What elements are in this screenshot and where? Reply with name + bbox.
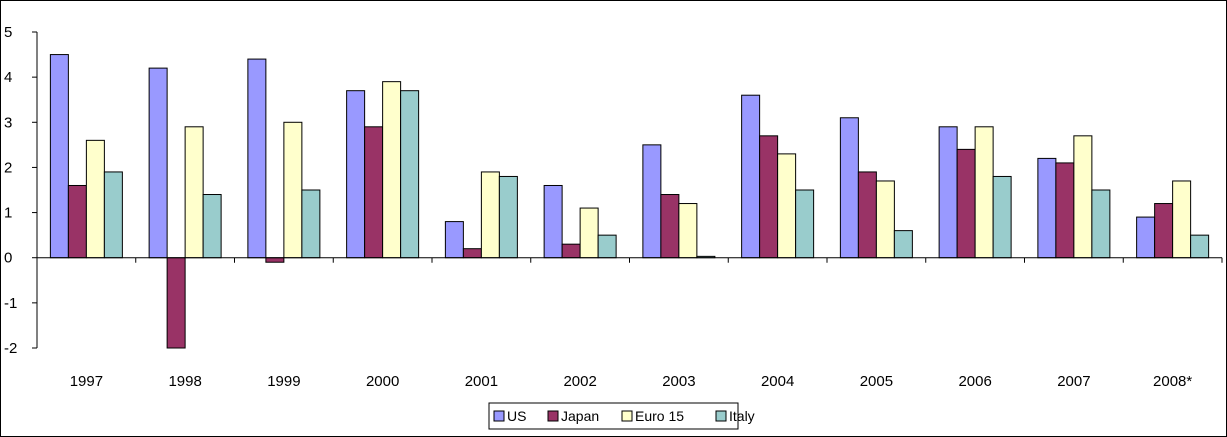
bar-italy-2002 — [597, 234, 617, 259]
bar-euro-15-1997 — [85, 139, 105, 259]
bar-us-2002 — [543, 184, 563, 259]
bar-italy-2004 — [795, 189, 815, 259]
x-tick-label: 2007 — [1057, 373, 1090, 390]
bar-euro-15-2007 — [1073, 135, 1093, 259]
bar-japan-2008 — [1154, 203, 1174, 259]
y-tick-label: 2 — [4, 159, 12, 176]
x-tick-label: 2000 — [366, 373, 399, 390]
bar-italy-2007 — [1091, 189, 1111, 259]
bar-italy-2006 — [992, 175, 1012, 259]
bar-euro-15-2005 — [875, 180, 895, 259]
y-tick-label: -1 — [4, 295, 17, 312]
x-tick-label: 2008* — [1153, 373, 1192, 390]
bar-japan-1999 — [265, 257, 285, 263]
bar-us-2004 — [741, 94, 761, 259]
y-tick-label: 0 — [4, 250, 12, 267]
bar-euro-15-2006 — [974, 126, 994, 259]
bar-us-1998 — [148, 67, 168, 259]
legend-label-us: US — [507, 408, 526, 424]
x-tick-label: 2001 — [465, 373, 498, 390]
legend-label-italy: Italy — [729, 408, 755, 424]
bar-euro-15-2008 — [1172, 180, 1192, 259]
bar-italy-1999 — [301, 189, 321, 259]
bar-italy-2001 — [498, 175, 518, 259]
bar-japan-2007 — [1055, 162, 1075, 259]
legend-label-japan: Japan — [561, 408, 599, 424]
bar-italy-2008 — [1190, 234, 1210, 259]
bar-italy-2005 — [893, 230, 913, 259]
legend-swatch-japan — [547, 410, 559, 422]
bar-euro-15-2000 — [382, 81, 402, 259]
x-tick-label: 1999 — [267, 373, 300, 390]
bar-italy-1997 — [103, 171, 123, 259]
bar-us-2005 — [839, 117, 859, 259]
y-tick-label: 1 — [4, 205, 12, 222]
bar-us-2003 — [642, 144, 662, 259]
bar-us-1999 — [247, 58, 267, 259]
legend-box — [488, 402, 739, 430]
bar-japan-2000 — [364, 126, 384, 259]
bar-italy-2000 — [400, 90, 420, 259]
y-tick-label: 5 — [4, 24, 12, 41]
bar-us-1997 — [49, 54, 69, 259]
y-tick-label: 3 — [4, 114, 12, 131]
bar-us-2001 — [444, 221, 464, 259]
bar-japan-1998 — [166, 257, 186, 349]
bar-us-2007 — [1037, 157, 1057, 259]
legend-swatch-euro-15 — [621, 410, 633, 422]
legend-swatch-us — [493, 410, 505, 422]
x-tick-label: 1998 — [168, 373, 201, 390]
bar-euro-15-2002 — [579, 207, 599, 259]
x-tick-label: 1997 — [70, 373, 103, 390]
x-tick-label: 2004 — [761, 373, 794, 390]
bar-euro-15-2001 — [480, 171, 500, 259]
bar-japan-2005 — [857, 171, 877, 259]
bar-euro-15-2004 — [777, 153, 797, 259]
bar-japan-2002 — [561, 243, 581, 259]
bar-euro-15-2003 — [678, 203, 698, 259]
legend-label-euro-15: Euro 15 — [635, 408, 684, 424]
x-tick-label: 2005 — [860, 373, 893, 390]
legend-swatch-italy — [715, 410, 727, 422]
y-tick-label: -2 — [4, 340, 17, 357]
bar-japan-2001 — [462, 248, 482, 259]
bar-euro-15-1999 — [283, 121, 303, 259]
bar-us-2000 — [346, 90, 366, 259]
bar-japan-2003 — [660, 194, 680, 259]
bar-euro-15-1998 — [184, 126, 204, 259]
x-tick-label: 2003 — [662, 373, 695, 390]
bar-japan-2004 — [759, 135, 779, 259]
bar-japan-2006 — [956, 148, 976, 259]
x-tick-label: 2002 — [563, 373, 596, 390]
bar-us-2008 — [1136, 216, 1156, 259]
bar-japan-1997 — [67, 184, 87, 259]
x-tick-label: 2006 — [958, 373, 991, 390]
bar-italy-1998 — [202, 194, 222, 259]
y-tick-label: 4 — [4, 69, 12, 86]
bar-us-2006 — [938, 126, 958, 259]
